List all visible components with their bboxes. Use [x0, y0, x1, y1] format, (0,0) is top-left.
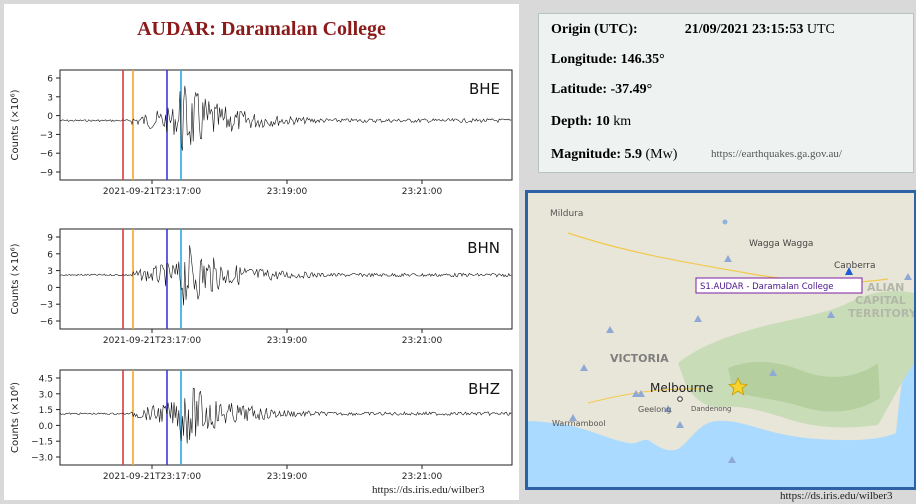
longitude-value: 146.35° [620, 52, 665, 67]
magnitude-label: Magnitude: [551, 147, 621, 162]
latitude-row: Latitude: -37.49° [551, 82, 652, 98]
landmark-marker-12 [676, 421, 684, 428]
longitude-row: Longitude: 146.35° [551, 52, 665, 68]
label-warrnambool: Warrnambool [552, 419, 605, 428]
wilber-url-left[interactable]: https://ds.iris.edu/wilber3 [372, 484, 485, 496]
station-marker-icon [845, 267, 853, 275]
label-dandenong: Dandenong [691, 405, 731, 413]
ch3-ytick-label: −3.0 [31, 454, 53, 464]
landmark-marker-11 [569, 414, 577, 421]
ch2-ytick-label: 9 [47, 234, 53, 244]
depth-row: Depth: 10 km [551, 114, 631, 130]
ch2-xtick-label: 2021-09-21T23:17:00 [103, 336, 201, 346]
landmark-marker-8 [769, 369, 777, 376]
label-act-2: CAPITAL [855, 294, 906, 307]
ch3-ytick-label: 3.0 [39, 390, 54, 400]
ch1-ytick-label: −9 [40, 169, 54, 179]
ch1-ytick-label: 0 [47, 112, 53, 122]
landmark-marker-13 [728, 456, 736, 463]
map-forest [728, 361, 880, 412]
ch2-ytick-label: −3 [40, 301, 53, 311]
magnitude-unit: (Mw) [645, 147, 678, 162]
latitude-label: Latitude: [551, 82, 607, 97]
ch3-xtick-label: 23:21:00 [402, 472, 443, 482]
origin-label: Origin (UTC): [551, 22, 638, 37]
map-canvas[interactable]: Mildura Wagga Wagga Canberra ALIAN CAPIT… [528, 193, 914, 487]
ch1-ylabel: Counts (×10⁶) [10, 89, 21, 160]
page-title: AUDAR: Daramalan College [137, 18, 386, 40]
landmark-marker-3 [827, 311, 835, 318]
depth-label: Depth: [551, 114, 593, 129]
landmark-marker-10 [664, 405, 672, 412]
source-url[interactable]: https://earthquakes.ga.gov.au/ [711, 148, 842, 160]
label-melbourne: Melbourne [650, 381, 713, 395]
ch3-channel-name: BHZ [468, 380, 500, 398]
magnitude-value: 5.9 [624, 147, 643, 162]
ch3-xtick-label: 23:19:00 [267, 472, 308, 482]
ch2-ylabel: Counts (×10⁶) [10, 243, 21, 314]
ch1-waveform [59, 85, 512, 151]
wilber-url-right[interactable]: https://ds.iris.edu/wilber3 [780, 490, 893, 502]
ch2-ytick-label: 3 [47, 267, 53, 277]
ch2-ytick-label: −6 [40, 318, 54, 328]
ch1-frame [59, 69, 513, 181]
ch2-frame [59, 228, 513, 330]
label-act-1: ALIAN [867, 281, 904, 294]
label-canberra: Canberra [834, 261, 876, 271]
landmark-marker-4 [694, 315, 702, 322]
origin-value: 21/09/2021 23:15:53 [684, 22, 804, 37]
origin-row: Origin (UTC): 21/09/2021 23:15:53 UTC [551, 22, 835, 38]
melbourne-landmark-icon [637, 390, 645, 397]
depth-unit: km [613, 114, 632, 129]
ch3-ytick-label: 4.5 [39, 375, 53, 385]
epicenter-star-icon [727, 376, 749, 396]
landmark-marker-5 [606, 326, 614, 333]
label-mildura: Mildura [550, 209, 583, 219]
ch3-ytick-label: 0.0 [39, 422, 54, 432]
longitude-label: Longitude: [551, 52, 618, 67]
ch2-xtick-label: 23:21:00 [402, 336, 443, 346]
ch3-ytick-label: −1.5 [31, 438, 53, 448]
ch2-waveform [59, 245, 512, 306]
ch2-ytick-label: 6 [47, 250, 53, 260]
ch1-channel-name: BHE [469, 80, 500, 98]
lake-icon [722, 219, 728, 225]
label-geelong: Geelong [638, 405, 671, 414]
ch1-ytick-label: −3 [40, 131, 53, 141]
label-victoria: VICTORIA [610, 352, 669, 365]
landmark-marker-6 [580, 364, 588, 371]
ch3-waveform [59, 387, 512, 444]
map-road [587, 388, 704, 404]
ch2-xtick-label: 23:19:00 [267, 336, 308, 346]
ch1-ytick-label: −6 [40, 150, 54, 160]
label-act-3: TERRITORY [848, 307, 914, 320]
ch3-ytick-label: 1.5 [39, 406, 53, 416]
landmark-marker-1 [724, 255, 732, 262]
magnitude-row: Magnitude: 5.9 (Mw) [551, 147, 677, 163]
ch1-xtick-label: 23:21:00 [402, 187, 443, 197]
landmark-marker-9 [904, 273, 912, 280]
depth-value: 10 [595, 114, 610, 129]
ch2-ytick-label: 0 [47, 284, 53, 294]
seismogram-plots: 6 3 0 −3 −6 −9 Counts (×10⁶) 2021-09-21T23:17:0… [10, 69, 513, 482]
ch1-xtick-label: 2021-09-21T23:17:00 [103, 187, 201, 197]
ch1-ytick-label: 6 [47, 75, 53, 85]
ch3-frame [59, 369, 513, 466]
origin-unit: UTC [806, 22, 835, 37]
ch3-ylabel: Counts (×10⁶) [10, 382, 21, 453]
ch3-xtick-label: 2021-09-21T23:17:00 [103, 472, 201, 482]
label-wagga: Wagga Wagga [749, 239, 813, 249]
ch1-xtick-label: 23:19:00 [267, 187, 308, 197]
earthquake-info-box: Origin (UTC): 21/09/2021 23:15:53 UTC Lo… [538, 13, 914, 173]
ch2-channel-name: BHN [467, 239, 500, 257]
station-tooltip: S1.AUDAR - Daramalan College [695, 277, 863, 294]
station-map[interactable]: Mildura Wagga Wagga Canberra ALIAN CAPIT… [525, 190, 916, 490]
seismogram-panel: AUDAR: Daramalan College 6 3 0 −3 −6 −9 Counts… [4, 4, 519, 500]
latitude-value: -37.49° [610, 82, 653, 97]
station-tooltip-text: S1.AUDAR - Daramalan College [700, 282, 833, 292]
melbourne-marker-icon [677, 396, 683, 402]
ch1-ytick-label: 3 [47, 93, 53, 103]
